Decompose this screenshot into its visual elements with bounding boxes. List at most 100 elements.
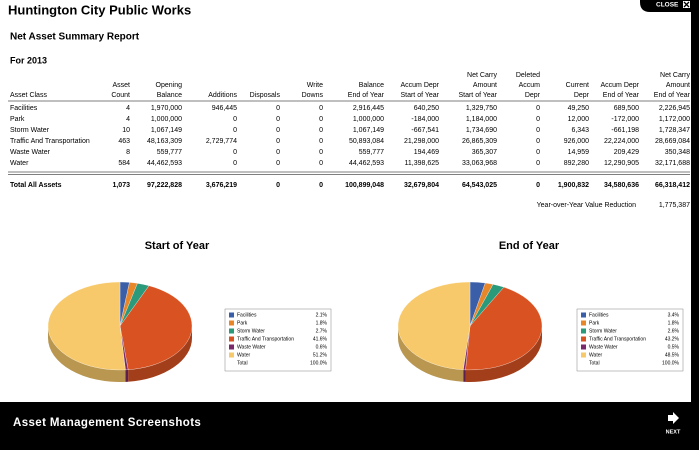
legend-total-label: Total <box>237 360 248 366</box>
total-cell: 3,676,219 <box>206 182 237 189</box>
table-cell: -184,000 <box>411 116 439 123</box>
legend-value: 51.2% <box>313 352 328 358</box>
total-cell: 0 <box>319 182 323 189</box>
column-header: Start of Year <box>400 92 439 99</box>
column-header: Write <box>307 82 323 89</box>
table-cell: 0 <box>319 160 323 167</box>
table-cell: Traffic And Transportation <box>10 138 90 145</box>
column-header: End of Year <box>603 92 640 99</box>
legend-label: Water <box>237 352 250 358</box>
column-header: Amount <box>473 82 497 89</box>
close-x <box>683 1 690 8</box>
column-header: Balance <box>359 82 384 89</box>
column-header: Count <box>111 92 130 99</box>
next-icon[interactable] <box>668 412 679 424</box>
table-cell: 0 <box>276 160 280 167</box>
table-cell: 10 <box>122 127 130 134</box>
table-cell: 209,429 <box>614 149 639 156</box>
legend-value: 0.6% <box>316 344 328 350</box>
legend-value: 1.8% <box>668 320 680 326</box>
legend-swatch <box>581 328 586 334</box>
column-header: Additions <box>208 92 237 99</box>
table-cell: 32,171,688 <box>655 160 690 167</box>
chart-title: Start of Year <box>145 240 210 252</box>
close-button[interactable]: CLOSE <box>656 2 679 9</box>
total-cell: 0 <box>276 182 280 189</box>
column-header: Net Carry <box>660 72 690 79</box>
total-cell: 1,073 <box>112 182 130 189</box>
table-cell: 6,343 <box>571 127 589 134</box>
bottom-bar <box>0 402 699 450</box>
column-header: End of Year <box>348 92 385 99</box>
table-cell: 12,290,905 <box>604 160 639 167</box>
table-cell: 0 <box>536 105 540 112</box>
table-cell: 50,893,084 <box>349 138 384 145</box>
table-cell: 4 <box>126 105 130 112</box>
legend-swatch <box>581 344 586 350</box>
table-cell: Facilities <box>10 105 38 112</box>
pie-side <box>463 369 466 382</box>
legend-swatch <box>229 320 234 326</box>
next-button[interactable]: NEXT <box>666 429 681 435</box>
legend-swatch <box>581 336 586 342</box>
table-cell: Water <box>10 160 29 167</box>
pie-slice <box>465 287 543 371</box>
table-cell: 28,669,084 <box>655 138 690 145</box>
table-cell: 49,250 <box>568 105 590 112</box>
total-cell: 97,222,828 <box>147 182 182 189</box>
total-cell: 34,580,636 <box>604 182 639 189</box>
column-header: Start of Year <box>458 92 497 99</box>
table-cell: -172,000 <box>611 116 639 123</box>
pie-side <box>48 326 126 383</box>
column-header: Depr <box>525 92 541 99</box>
table-cell: 1,728,347 <box>659 127 690 134</box>
legend-value: 3.4% <box>668 312 680 318</box>
column-header: Net Carry <box>467 72 497 79</box>
legend-label: Facilities <box>589 312 609 318</box>
table-cell: 0 <box>276 138 280 145</box>
legend-total-label: Total <box>589 360 600 366</box>
column-header: Asset <box>112 82 130 89</box>
table-cell: 0 <box>319 105 323 112</box>
legend-value: 1.8% <box>316 320 328 326</box>
total-cell: 66,318,412 <box>655 182 690 189</box>
legend-value: 43.2% <box>665 336 680 342</box>
legend-value: 2.7% <box>316 328 328 334</box>
table-cell: 0 <box>536 138 540 145</box>
table-cell: Park <box>10 116 25 123</box>
table-cell: 26,865,309 <box>462 138 497 145</box>
legend-label: Waste Water <box>589 344 618 350</box>
column-header: Balance <box>157 92 182 99</box>
table-cell: 0 <box>233 127 237 134</box>
table-cell: 21,298,000 <box>404 138 439 145</box>
pie-slice <box>397 281 471 370</box>
column-header: Opening <box>156 82 183 89</box>
table-cell: 559,777 <box>157 149 182 156</box>
table-cell: 0 <box>319 127 323 134</box>
column-header: Current <box>566 82 589 89</box>
summary-label: Year-over-Year Value Reduction <box>537 202 636 209</box>
legend-swatch <box>229 352 234 358</box>
table-cell: 350,348 <box>665 149 690 156</box>
total-cell: 100,899,048 <box>345 182 384 189</box>
legend-label: Park <box>237 320 248 326</box>
table-cell: 584 <box>118 160 130 167</box>
legend-swatch <box>229 336 234 342</box>
table-cell: 689,500 <box>614 105 639 112</box>
pie-slice <box>119 285 193 370</box>
column-header: Depr <box>574 92 590 99</box>
legend-total-value: 100.0% <box>310 360 328 366</box>
total-cell: 64,543,025 <box>462 182 497 189</box>
table-cell: 559,777 <box>359 149 384 156</box>
table-cell: 0 <box>276 116 280 123</box>
table-cell: 0 <box>319 138 323 145</box>
page-title: Huntington City Public Works <box>8 2 191 17</box>
legend-value: 48.5% <box>665 352 680 358</box>
legend-label: Water <box>589 352 602 358</box>
table-cell: 2,729,774 <box>206 138 237 145</box>
column-header: Deleted <box>516 72 540 79</box>
table-cell: 194,469 <box>414 149 439 156</box>
legend-label: Facilities <box>237 312 257 318</box>
legend-box <box>576 308 684 372</box>
